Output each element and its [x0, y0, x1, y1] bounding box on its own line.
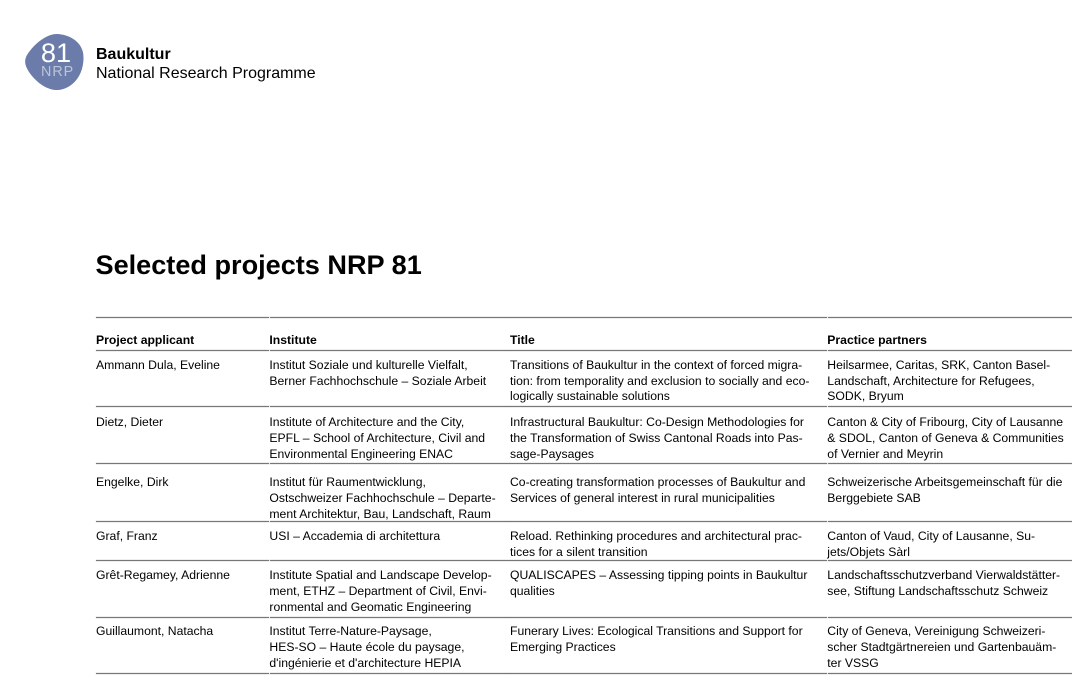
svg-text:NRP: NRP: [41, 64, 74, 80]
svg-text:81: 81: [41, 37, 71, 68]
